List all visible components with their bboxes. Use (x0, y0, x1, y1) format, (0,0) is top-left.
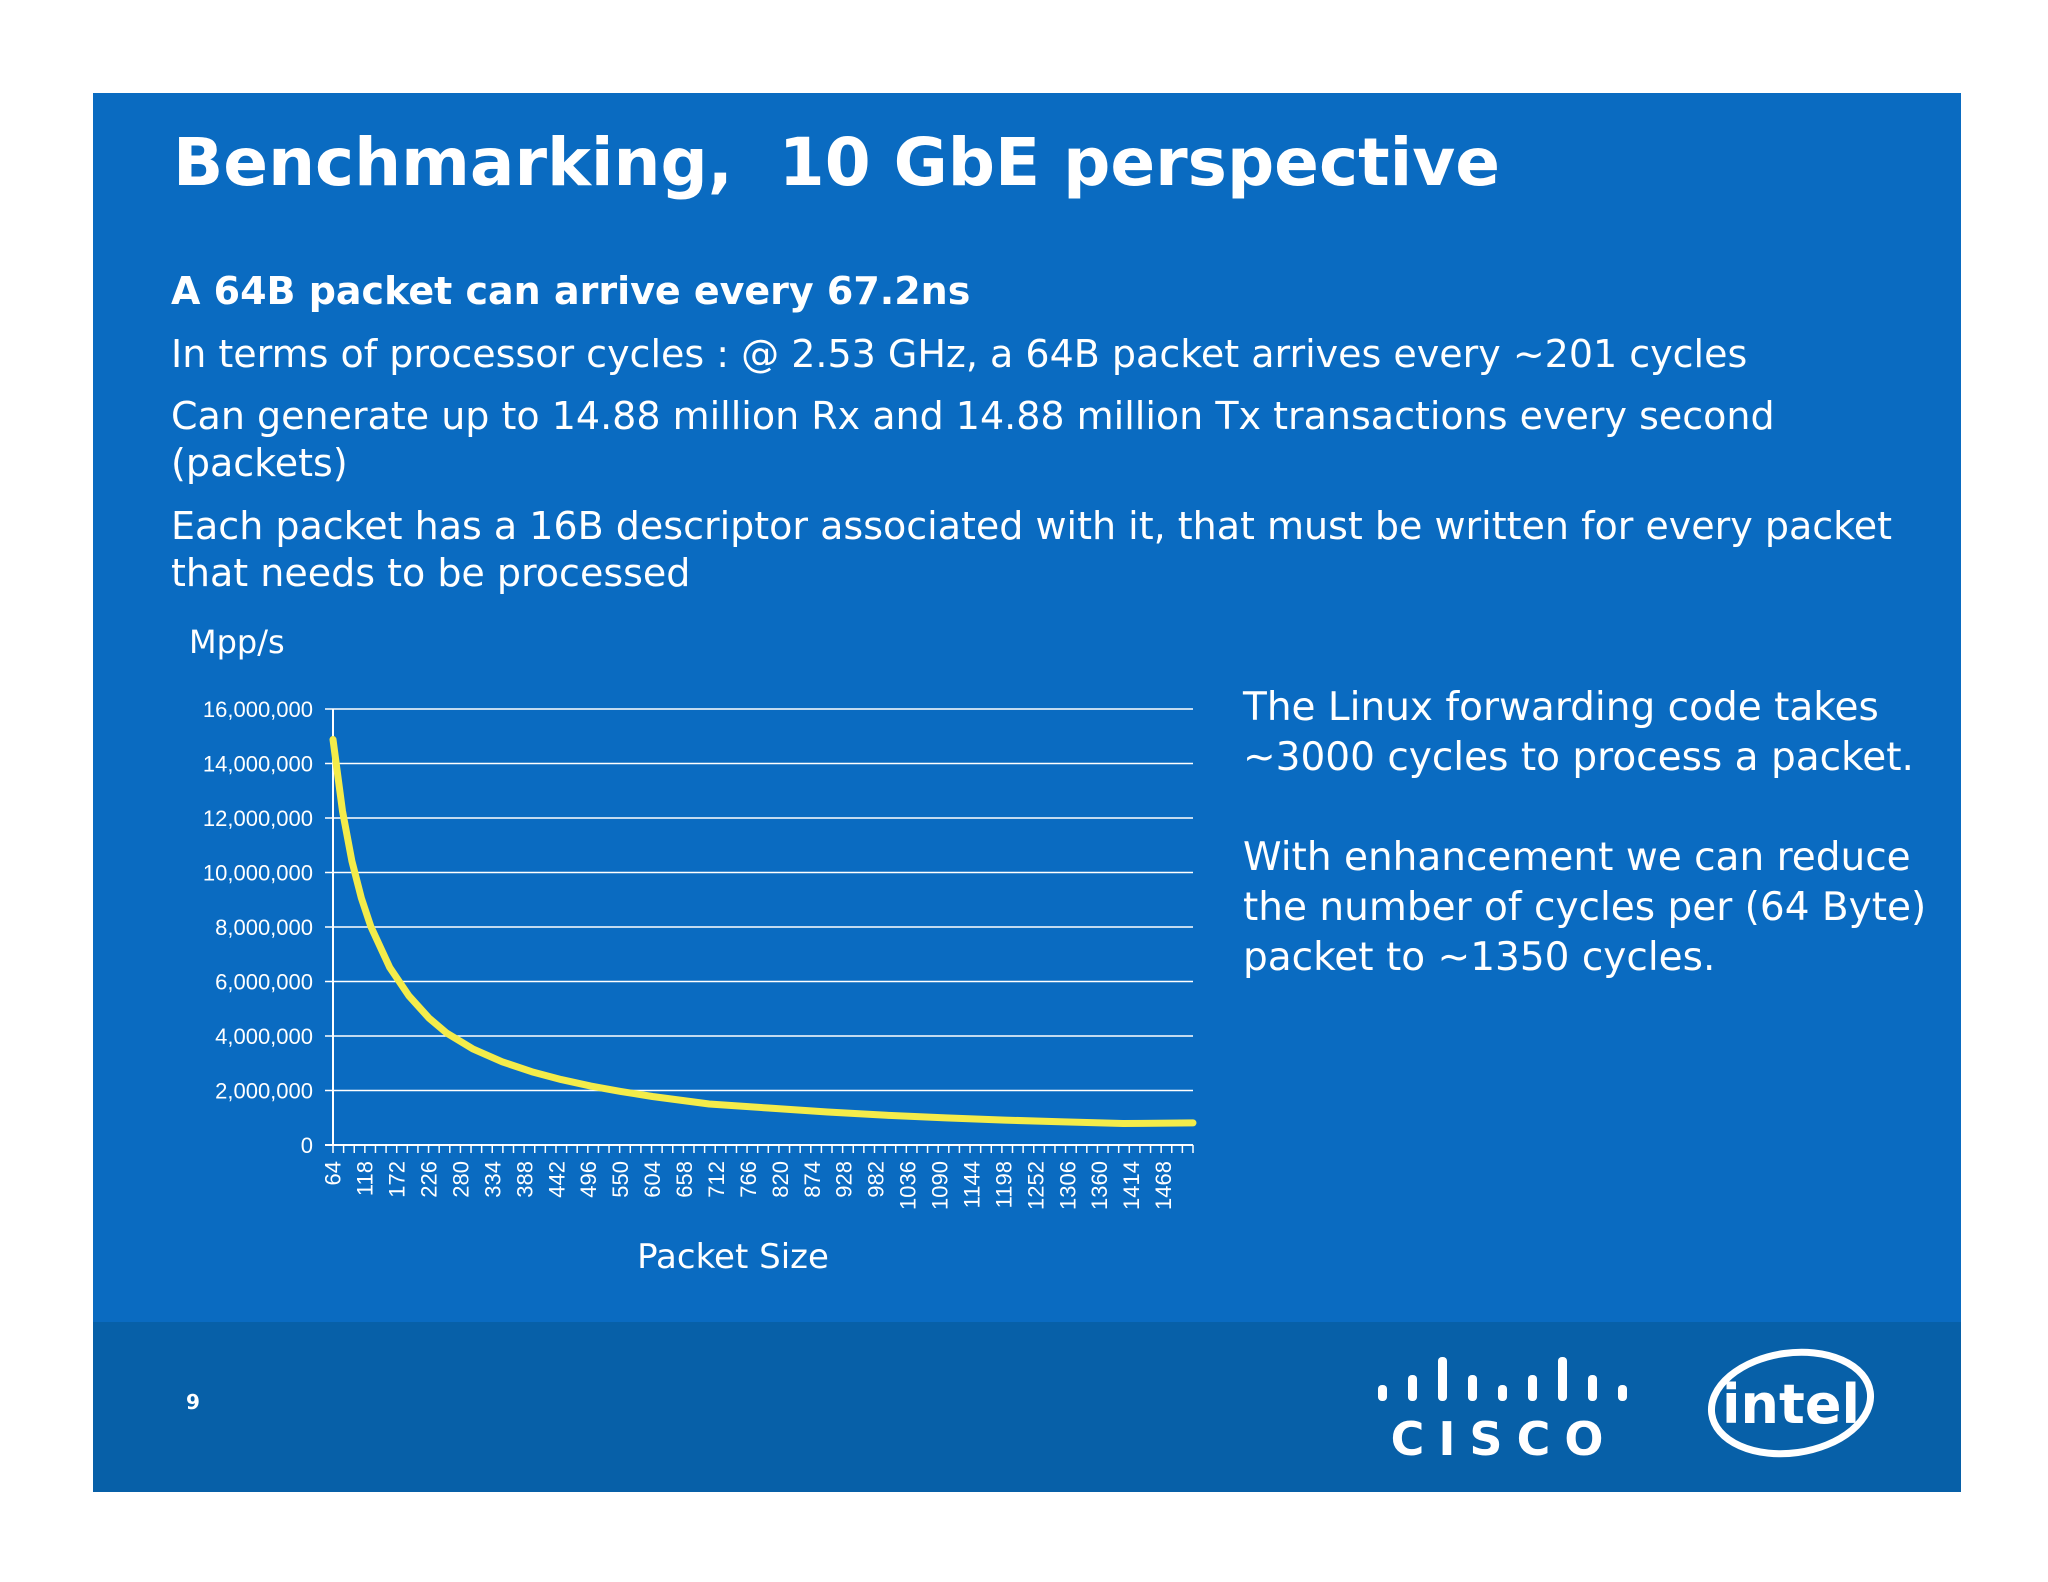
y-tick-label: 2,000,000 (215, 1079, 313, 1104)
x-tick-label: 1144 (959, 1161, 984, 1208)
page-number: 9 (186, 1390, 200, 1414)
y-tick-label: 4,000,000 (215, 1024, 313, 1049)
chart-axes (325, 709, 1194, 1153)
x-tick-label: 874 (800, 1161, 825, 1198)
bullet-descriptor: Each packet has a 16B descriptor associa… (171, 504, 1893, 595)
x-tick-label: 1090 (928, 1161, 953, 1210)
x-tick-label: 118 (353, 1161, 378, 1196)
y-tick-label: 10,000,000 (203, 861, 313, 886)
x-tick-label: 1036 (896, 1161, 921, 1210)
x-tick-labels: 64 118 172 226 280 334 388 442 496 550 604 658 712 76… (321, 1161, 1176, 1210)
x-tick-label: 280 (448, 1161, 473, 1198)
x-tick-label: 496 (576, 1161, 601, 1198)
forwarding-note: The Linux forwarding code takes ~3000 cy… (1243, 683, 1943, 983)
packet-rate-chart: 0 2,000,000 4,000,000 6,000,000 8,000,000 10,… (189, 623, 1197, 1277)
cisco-wordmark: CISCO (1391, 1412, 1618, 1465)
chart-series (329, 736, 1197, 1127)
y-tick-label: 12,000,000 (203, 806, 313, 831)
y-tick-label: 6,000,000 (215, 970, 313, 995)
x-tick-label: 334 (480, 1161, 505, 1198)
y-axis-label: Mpp/s (189, 623, 285, 661)
x-tick-label: 712 (704, 1161, 729, 1198)
x-axis-label: Packet Size (637, 1237, 829, 1277)
y-tick-labels: 0 2,000,000 4,000,000 6,000,000 8,000,000 10,… (203, 697, 313, 1158)
x-tick-label: 1306 (1055, 1161, 1080, 1210)
intel-swoosh-icon (1707, 1348, 1875, 1458)
bullet-processor-cycles: In terms of processor cycles : @ 2.53 GH… (171, 332, 1748, 376)
slide-title: Benchmarking, 10 GbE perspective (173, 124, 1501, 201)
x-tick-label: 1252 (1023, 1161, 1048, 1210)
x-tick-label: 604 (640, 1161, 665, 1198)
x-tick-label: 1198 (991, 1161, 1016, 1208)
intel-logo: intel (1707, 1348, 1875, 1458)
x-tick-label: 172 (385, 1161, 410, 1198)
x-tick-label: 1468 (1151, 1161, 1176, 1210)
forwarding-note-enhancement: With enhancement we can reduce the numbe… (1243, 835, 1927, 980)
x-tick-label: 226 (417, 1161, 442, 1198)
x-tick-label: 1414 (1119, 1161, 1144, 1210)
y-tick-label: 8,000,000 (215, 915, 313, 940)
slide: Benchmarking, 10 GbE perspective A 64B p… (93, 93, 1961, 1492)
bullet-transactions: Can generate up to 14.88 million Rx and … (171, 394, 1775, 485)
x-tick-label: 550 (608, 1161, 633, 1198)
series-line (329, 736, 1197, 1127)
cisco-logo: CISCO (1378, 1357, 1627, 1465)
forwarding-note-linux: The Linux forwarding code takes ~3000 cy… (1243, 685, 1914, 780)
x-tick-label: 658 (672, 1161, 697, 1198)
x-tick-label: 64 (321, 1161, 346, 1185)
y-tick-label: 16,000,000 (203, 697, 313, 722)
y-tick-label: 0 (301, 1133, 313, 1158)
x-tick-label: 928 (832, 1161, 857, 1198)
x-tick-label: 982 (864, 1161, 889, 1198)
chart-gridlines (325, 708, 1193, 1092)
x-tick-label: 442 (544, 1161, 569, 1198)
cisco-bars-icon (1378, 1357, 1627, 1401)
x-tick-label: 1360 (1087, 1161, 1112, 1210)
x-tick-label: 766 (736, 1161, 761, 1198)
footer-bar (93, 1322, 1961, 1492)
bullet-packet-arrival: A 64B packet can arrive every 67.2ns (171, 269, 971, 313)
x-tick-label: 388 (512, 1161, 537, 1198)
y-tick-label: 14,000,000 (203, 752, 313, 777)
intel-wordmark: intel (1722, 1373, 1860, 1436)
x-tick-label: 820 (768, 1161, 793, 1198)
